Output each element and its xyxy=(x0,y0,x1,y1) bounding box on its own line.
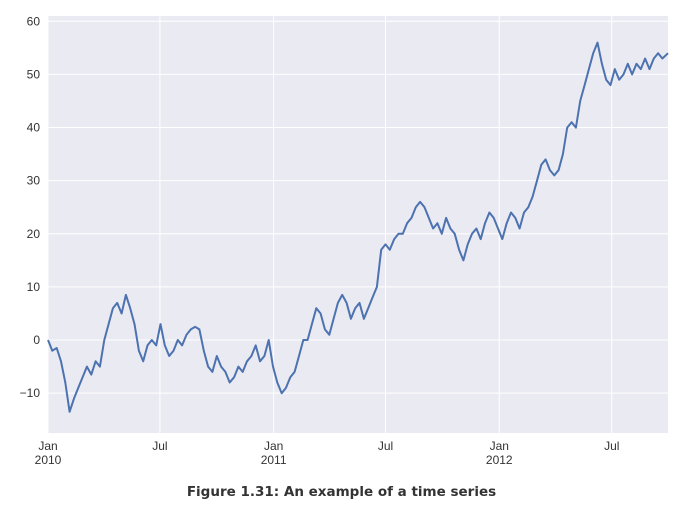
y-tick-label: 30 xyxy=(27,174,41,188)
x-tick-label: Jan xyxy=(38,439,57,453)
figure-caption: Figure 1.31: An example of a time series xyxy=(186,484,497,500)
x-tick-label: Jul xyxy=(152,439,167,453)
y-axis-tick-labels: −10 0 10 20 30 40 50 60 xyxy=(20,14,41,400)
y-tick-label: 40 xyxy=(27,121,41,135)
y-tick-label: 10 xyxy=(27,280,41,294)
x-tick-label: Jul xyxy=(378,439,393,453)
y-tick-label: 20 xyxy=(27,227,41,241)
y-tick-label: 0 xyxy=(33,333,40,347)
x-tick-year-label: 2011 xyxy=(261,453,287,467)
y-tick-label: 60 xyxy=(27,14,41,28)
x-tick-label: Jul xyxy=(604,439,619,453)
x-tick-label: Jan xyxy=(264,439,283,453)
y-tick-label: −10 xyxy=(20,386,41,400)
x-tick-year-label: 2012 xyxy=(486,453,513,467)
plot-area xyxy=(48,16,668,433)
x-tick-label: Jan xyxy=(490,439,509,453)
gridlines xyxy=(47,16,668,433)
series-line xyxy=(47,41,669,413)
x-tick-year-label: 2010 xyxy=(35,453,62,467)
y-tick-label: 50 xyxy=(27,67,41,81)
